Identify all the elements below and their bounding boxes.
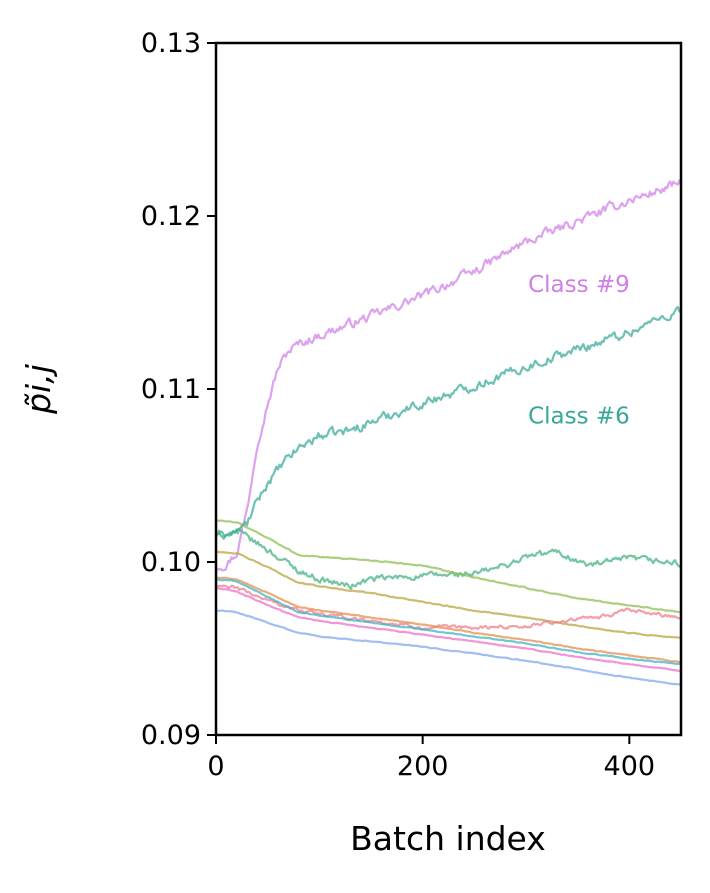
- y-axis-label: p̃i,j: [19, 363, 58, 415]
- series-line: [215, 179, 683, 572]
- series-line: [215, 527, 682, 590]
- series-line: [216, 519, 682, 614]
- class-annotation: Class #9: [528, 272, 630, 298]
- y-tick-label: 0.13: [141, 28, 201, 59]
- series-line: [215, 578, 682, 666]
- series-line: [215, 586, 682, 673]
- series-layer: [214, 179, 683, 686]
- x-axis-label: Batch index: [350, 819, 546, 858]
- series-line: [215, 550, 682, 640]
- x-tick-label: 0: [207, 751, 224, 782]
- class-annotation: Class #6: [528, 404, 630, 430]
- x-tick-label: 400: [604, 751, 656, 782]
- y-tick-label: 0.10: [141, 547, 201, 578]
- x-tick-label: 200: [397, 751, 449, 782]
- series-line: [215, 576, 682, 664]
- annotation-layer: Class #9 Class #6: [528, 272, 630, 429]
- series-line: [214, 305, 681, 540]
- y-tick-label: 0.11: [141, 374, 201, 405]
- ticks-layer: 0.09 0.10 0.11 0.12 0.13 0 200 400: [141, 28, 655, 782]
- series-line: [215, 584, 682, 631]
- y-tick-label: 0.09: [141, 720, 201, 751]
- series-line: [215, 609, 681, 686]
- y-tick-label: 0.12: [141, 201, 201, 232]
